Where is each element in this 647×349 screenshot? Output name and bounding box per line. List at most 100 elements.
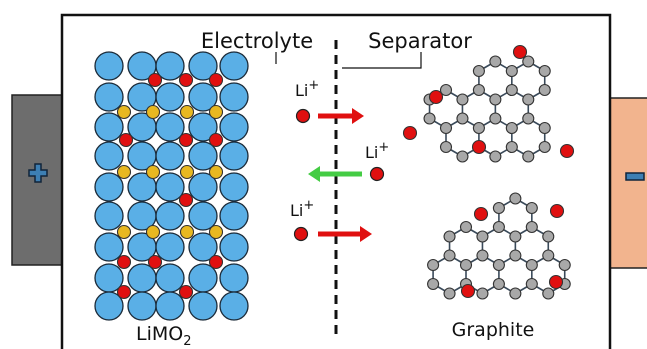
carbon-atom <box>492 220 505 234</box>
oxide-atom <box>219 51 249 81</box>
lithium-atom <box>178 284 194 300</box>
carbon-atom <box>492 201 505 215</box>
cathode-label: LiMO2 <box>136 323 192 349</box>
metal-atom <box>208 224 224 240</box>
metal-atom <box>208 104 224 120</box>
lithium-atom <box>559 143 575 159</box>
oxide-atom <box>188 51 218 81</box>
carbon-atom <box>443 230 456 243</box>
carbon-atom <box>489 55 502 68</box>
lithium-atom <box>208 72 224 88</box>
carbon-atom <box>525 277 538 291</box>
separator-label: Separator <box>368 29 472 53</box>
carbon-atom <box>443 287 456 300</box>
lithium-atom <box>118 132 134 148</box>
graphite-sheet-top <box>402 44 575 163</box>
anode-label: Graphite <box>452 319 535 341</box>
lithium-atom <box>178 132 194 148</box>
ion-label: Li <box>365 143 378 162</box>
carbon-atom <box>509 249 522 262</box>
metal-atom <box>116 224 132 240</box>
oxide-atom <box>219 141 249 171</box>
oxide-atom <box>94 82 124 112</box>
carbon-atom <box>459 258 473 272</box>
carbon-atom <box>505 140 518 154</box>
lithium-atom <box>178 192 194 208</box>
oxide-atom <box>94 291 124 321</box>
lithium-atom <box>512 44 528 60</box>
carbon-atom <box>459 220 473 234</box>
metal-atom <box>145 224 161 240</box>
carbon-atom <box>522 150 535 163</box>
carbon-atom <box>427 258 440 272</box>
carbon-atom <box>476 287 489 300</box>
plus-icon <box>28 163 48 183</box>
left-arrow-icon <box>308 166 362 182</box>
oxide-atom <box>219 201 249 231</box>
oxide-atom <box>219 82 249 112</box>
oxide-atom <box>155 82 185 112</box>
carbon-atom <box>538 140 551 154</box>
carbon-atom <box>492 258 505 272</box>
ion-label: Li <box>290 201 303 220</box>
lithium-atom <box>208 132 224 148</box>
oxide-atom <box>188 201 218 231</box>
carbon-atom <box>522 112 535 125</box>
carbon-atom <box>476 249 489 262</box>
metal-atom <box>116 104 132 120</box>
oxide-atom <box>155 263 185 293</box>
svg-text:Li+: Li+ <box>295 78 319 100</box>
oxide-atom <box>219 263 249 293</box>
lithium-atom <box>471 139 487 155</box>
carbon-atom <box>522 55 535 68</box>
metal-atom <box>116 164 132 180</box>
lithium-atom <box>402 125 418 141</box>
carbon-atom <box>542 287 555 300</box>
carbon-atom <box>456 150 469 163</box>
carbon-atom <box>542 230 555 243</box>
carbon-atom <box>439 121 453 135</box>
lithium-ion-1: Li+ <box>295 78 319 124</box>
oxide-atom <box>188 112 218 142</box>
carbon-atom <box>472 83 485 97</box>
right-arrow-icon <box>318 108 364 124</box>
carbon-atom <box>525 258 538 272</box>
oxide-atom <box>155 232 185 262</box>
lithium-atom <box>549 203 565 219</box>
carbon-atom <box>489 150 502 163</box>
carbon-atom <box>456 93 469 106</box>
carbon-atom <box>489 112 502 125</box>
lithium-atom <box>460 283 476 299</box>
carbon-atom <box>439 83 453 97</box>
ion-charge: + <box>303 198 314 213</box>
carbon-atom <box>538 83 551 97</box>
carbon-atom <box>509 287 522 300</box>
ion-charge: + <box>378 140 389 155</box>
oxide-atom <box>155 291 185 321</box>
carbon-atom <box>472 64 485 78</box>
svg-text:Li+: Li+ <box>290 198 314 220</box>
oxide-atom <box>94 112 124 142</box>
carbon-atom <box>489 93 502 106</box>
metal-atom <box>145 164 161 180</box>
electrolyte-label: Electrolyte <box>201 29 313 53</box>
oxide-atom <box>188 172 218 202</box>
oxide-atom <box>188 232 218 262</box>
oxide-atom <box>188 291 218 321</box>
carbon-atom <box>505 64 518 78</box>
oxide-atom <box>219 112 249 142</box>
lithium-atom <box>116 254 132 270</box>
lithium-atom <box>147 254 163 270</box>
carbon-atom <box>439 140 453 154</box>
oxide-atom <box>155 141 185 171</box>
oxide-atom <box>188 141 218 171</box>
metal-atom <box>208 164 224 180</box>
lithium-atom <box>208 254 224 270</box>
oxide-atom <box>155 201 185 231</box>
right-arrow-icon <box>318 226 372 242</box>
cathode-lattice <box>94 51 249 321</box>
carbon-atom <box>525 201 538 215</box>
carbon-atom <box>456 112 469 125</box>
oxide-atom <box>94 172 124 202</box>
